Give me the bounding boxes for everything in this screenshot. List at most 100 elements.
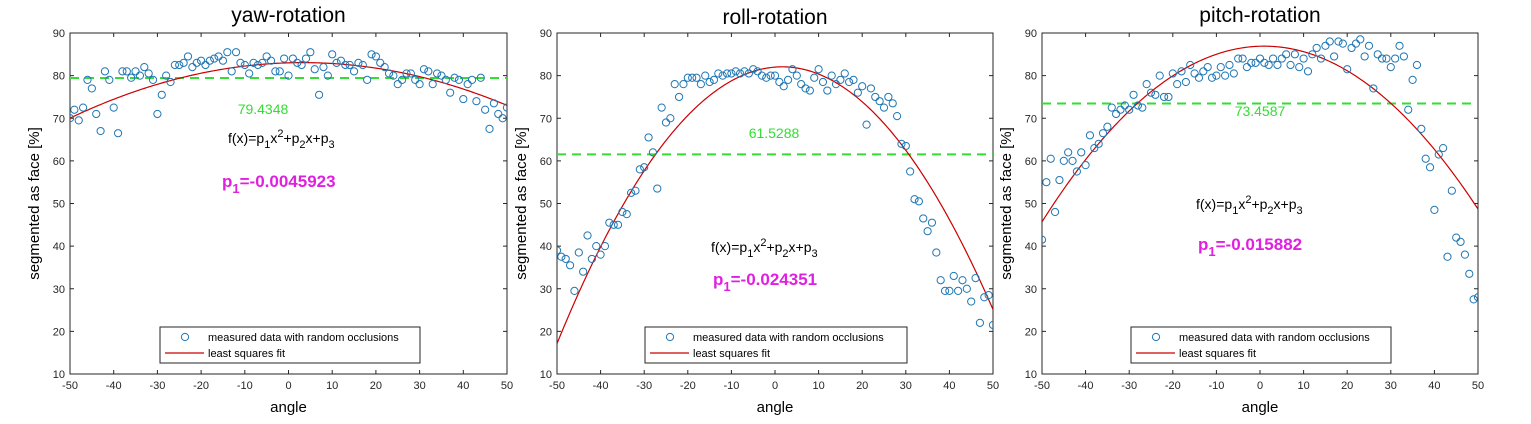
param-value: =-0.015882 bbox=[1216, 235, 1303, 254]
y-tick-label: 80 bbox=[1025, 71, 1037, 83]
data-point bbox=[306, 48, 315, 57]
data-point bbox=[1382, 54, 1391, 63]
legend-box bbox=[1130, 326, 1392, 364]
data-point bbox=[467, 75, 477, 84]
x-tick-label: 50 bbox=[987, 380, 999, 392]
data-point bbox=[1234, 54, 1243, 63]
legend-label-measured: measured data with random occlusions bbox=[1179, 332, 1370, 344]
x-tick-label: 40 bbox=[1428, 380, 1440, 392]
legend: measured data with random occlusions leas… bbox=[644, 326, 908, 364]
x-axis-label: angle bbox=[270, 399, 307, 416]
data-point bbox=[701, 71, 710, 80]
param-subscript: 1 bbox=[232, 181, 239, 196]
x-tick-label: 0 bbox=[1257, 380, 1263, 392]
data-point bbox=[502, 103, 507, 112]
data-point bbox=[954, 286, 963, 295]
y-tick-label: 40 bbox=[1025, 241, 1037, 253]
legend-label-fit: least squares fit bbox=[208, 348, 285, 360]
data-point bbox=[744, 69, 753, 78]
data-point bbox=[596, 250, 605, 259]
data-point bbox=[218, 56, 228, 65]
data-point bbox=[605, 218, 614, 227]
data-point bbox=[1050, 207, 1060, 217]
data-point bbox=[1146, 88, 1156, 97]
data-point bbox=[170, 60, 179, 70]
data-point bbox=[148, 75, 158, 84]
formula-subscript: 3 bbox=[1297, 205, 1303, 217]
data-point bbox=[262, 52, 271, 61]
data-point bbox=[674, 92, 684, 102]
data-point bbox=[557, 252, 566, 261]
data-point bbox=[853, 88, 862, 97]
data-point bbox=[574, 248, 583, 257]
chart-panel-2: -50 -40 -30 -20 -10 0 10 20 30 40 50 10 20 30 40 50 60 70… bbox=[513, 6, 999, 416]
data-point bbox=[310, 65, 319, 74]
data-point bbox=[293, 58, 302, 67]
data-point bbox=[722, 69, 732, 78]
data-point bbox=[328, 50, 337, 59]
data-point bbox=[1090, 143, 1099, 153]
data-point bbox=[459, 94, 468, 104]
y-tick-label: 10 bbox=[1025, 369, 1037, 381]
data-point bbox=[463, 80, 472, 89]
data-point bbox=[1081, 161, 1090, 170]
data-point bbox=[205, 56, 214, 65]
data-point bbox=[783, 75, 793, 84]
data-point bbox=[1308, 50, 1317, 59]
data-point bbox=[1125, 105, 1134, 114]
data-point bbox=[105, 75, 114, 84]
data-point bbox=[349, 67, 359, 76]
data-point bbox=[709, 75, 719, 84]
data-point bbox=[371, 52, 380, 61]
fit-curve bbox=[557, 66, 993, 344]
data-point bbox=[849, 75, 858, 84]
data-point bbox=[1369, 84, 1378, 93]
legend-marker-icon bbox=[1151, 332, 1161, 342]
data-point bbox=[845, 77, 854, 87]
data-point bbox=[592, 242, 601, 251]
data-point bbox=[122, 67, 131, 76]
data-point bbox=[1334, 37, 1343, 46]
data-point bbox=[1386, 63, 1395, 72]
data-point bbox=[345, 60, 354, 70]
data-point bbox=[1452, 233, 1461, 242]
data-point bbox=[557, 246, 562, 255]
y-tick-label: 20 bbox=[53, 326, 65, 338]
data-point bbox=[775, 77, 784, 87]
data-point bbox=[1356, 35, 1365, 44]
data-point bbox=[945, 286, 954, 295]
fit-formula: f(x)=p1x2+p2x+p3 bbox=[1196, 194, 1303, 217]
data-point bbox=[984, 291, 993, 300]
data-point bbox=[1055, 175, 1064, 185]
data-point bbox=[1303, 67, 1313, 76]
formula-subscript: 3 bbox=[812, 248, 818, 260]
x-tick-label: 20 bbox=[1341, 380, 1353, 392]
data-point bbox=[1042, 178, 1051, 187]
data-point bbox=[1068, 156, 1077, 165]
data-point bbox=[1343, 65, 1352, 74]
data-point bbox=[875, 97, 884, 106]
plot-data bbox=[1042, 35, 1478, 304]
data-point bbox=[879, 103, 889, 112]
p1-value: p1=-0.024351 bbox=[713, 270, 817, 294]
data-point bbox=[1465, 269, 1474, 278]
data-point bbox=[280, 54, 289, 63]
data-point bbox=[736, 69, 745, 78]
data-point bbox=[1247, 58, 1256, 67]
data-point bbox=[1290, 50, 1299, 59]
data-point bbox=[1439, 143, 1448, 153]
x-tick-label: 20 bbox=[370, 380, 382, 392]
data-point bbox=[892, 112, 902, 121]
data-point bbox=[1391, 54, 1400, 63]
x-tick-label: 10 bbox=[1297, 380, 1309, 392]
data-point bbox=[140, 63, 149, 72]
y-tick-label: 20 bbox=[1025, 326, 1037, 338]
y-tick-label: 10 bbox=[540, 369, 552, 381]
data-point bbox=[609, 220, 618, 229]
data-point bbox=[766, 71, 775, 80]
data-point bbox=[284, 71, 293, 80]
data-point bbox=[214, 52, 223, 61]
data-point bbox=[792, 71, 801, 80]
data-point bbox=[1295, 63, 1304, 72]
